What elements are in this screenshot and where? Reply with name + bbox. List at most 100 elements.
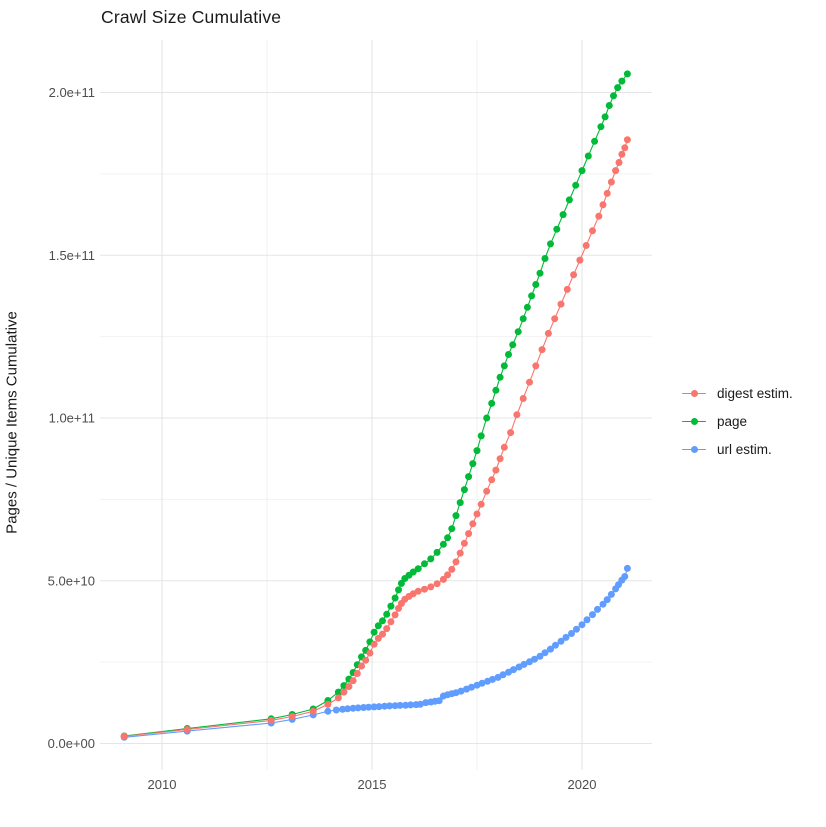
data-point-url-estim bbox=[375, 703, 383, 711]
data-point-page bbox=[379, 617, 386, 625]
data-point-digest-estim bbox=[374, 634, 382, 642]
data-point-digest-estim bbox=[444, 571, 452, 579]
data-point-digest-estim bbox=[615, 159, 623, 166]
data-point-page bbox=[387, 602, 395, 610]
data-point-digest-estim bbox=[623, 136, 631, 144]
data-point-url-estim bbox=[396, 701, 404, 709]
data-point-url-estim bbox=[489, 675, 496, 683]
data-point-url-estim bbox=[583, 616, 591, 624]
data-point-url-estim bbox=[407, 701, 415, 709]
data-point-url-estim bbox=[435, 697, 443, 705]
data-point-digest-estim bbox=[448, 565, 456, 573]
data-point-url-estim bbox=[547, 645, 554, 653]
y-tick-label: 0.0e+00 bbox=[48, 736, 95, 751]
data-point-digest-estim bbox=[519, 395, 527, 402]
data-point-url-estim bbox=[386, 702, 394, 710]
data-point-digest-estim bbox=[618, 150, 626, 158]
data-point-page bbox=[610, 92, 617, 100]
legend-dot-icon bbox=[690, 445, 698, 453]
data-point-digest-estim bbox=[557, 300, 565, 308]
legend-item-page: page bbox=[682, 407, 793, 435]
data-point-url-estim bbox=[354, 704, 362, 712]
data-point-digest-estim bbox=[183, 726, 191, 733]
data-point-page bbox=[488, 399, 496, 407]
data-point-digest-estim bbox=[488, 476, 496, 484]
data-point-digest-estim bbox=[526, 378, 533, 386]
data-point-digest-estim bbox=[120, 732, 128, 740]
data-point-digest-estim bbox=[544, 329, 552, 337]
data-point-page bbox=[505, 351, 512, 358]
data-point-page bbox=[591, 137, 599, 145]
data-point-page bbox=[409, 568, 417, 576]
data-point-digest-estim bbox=[621, 144, 629, 152]
data-point-page bbox=[597, 123, 605, 131]
data-point-url-estim bbox=[324, 707, 332, 715]
data-point-url-estim bbox=[599, 600, 607, 608]
data-point-page bbox=[456, 499, 464, 507]
legend-label: page bbox=[717, 413, 748, 429]
legend: digest estim. page url estim. bbox=[682, 379, 793, 463]
y-tick-label: 5.0e+10 bbox=[48, 573, 95, 588]
data-point-page bbox=[618, 77, 626, 85]
data-point-page bbox=[565, 196, 573, 204]
data-point-page bbox=[553, 225, 561, 233]
y-axis-title: Pages / Unique Items Cumulative bbox=[3, 311, 21, 534]
data-point-page bbox=[509, 341, 517, 349]
data-point-page bbox=[477, 432, 485, 440]
data-point-digest-estim bbox=[603, 189, 611, 197]
legend-item-url-estim: url estim. bbox=[682, 435, 793, 463]
data-point-digest-estim bbox=[427, 583, 435, 591]
data-point-url-estim bbox=[360, 704, 368, 711]
data-point-url-estim bbox=[391, 702, 399, 710]
data-point-page bbox=[414, 565, 422, 573]
data-point-digest-estim bbox=[366, 649, 374, 657]
legend-label: url estim. bbox=[717, 441, 772, 457]
data-point-digest-estim bbox=[324, 700, 332, 708]
data-point-url-estim bbox=[332, 706, 340, 714]
data-point-url-estim bbox=[568, 630, 575, 637]
data-point-digest-estim bbox=[500, 443, 508, 451]
data-point-page bbox=[421, 560, 428, 568]
data-point-page bbox=[452, 512, 460, 520]
data-point-digest-estim bbox=[589, 227, 596, 235]
data-point-page bbox=[383, 610, 391, 618]
data-point-page bbox=[370, 628, 378, 636]
data-point-url-estim bbox=[349, 704, 357, 712]
data-point-digest-estim bbox=[288, 713, 296, 720]
data-point-digest-estim bbox=[379, 630, 386, 638]
data-point-digest-estim bbox=[414, 587, 422, 595]
data-point-url-estim bbox=[478, 679, 486, 687]
data-point-url-estim bbox=[365, 703, 373, 711]
data-point-page bbox=[397, 579, 405, 587]
legend-item-digest-estim: digest estim. bbox=[682, 379, 793, 407]
data-point-page bbox=[469, 460, 477, 468]
data-point-page bbox=[614, 84, 622, 92]
data-point-url-estim bbox=[370, 703, 378, 711]
data-point-url-estim bbox=[623, 564, 631, 572]
data-point-page bbox=[601, 113, 609, 121]
x-tick-label: 2010 bbox=[148, 777, 177, 792]
data-point-digest-estim bbox=[340, 688, 348, 696]
data-point-digest-estim bbox=[465, 530, 473, 538]
data-point-page bbox=[559, 211, 567, 219]
data-point-url-estim bbox=[416, 700, 424, 708]
data-point-page bbox=[605, 102, 613, 109]
data-point-url-estim bbox=[344, 705, 352, 713]
y-tick-label: 1.5e+11 bbox=[49, 248, 95, 263]
data-point-digest-estim bbox=[532, 362, 540, 370]
data-point-page bbox=[584, 152, 592, 160]
data-point-digest-estim bbox=[267, 716, 275, 724]
data-point-url-estim bbox=[541, 649, 549, 657]
data-point-digest-estim bbox=[607, 178, 615, 186]
chart-title: Crawl Size Cumulative bbox=[101, 7, 282, 27]
data-point-digest-estim bbox=[595, 212, 603, 220]
data-point-url-estim bbox=[557, 637, 565, 645]
data-point-page bbox=[391, 594, 399, 602]
data-point-page bbox=[519, 315, 527, 323]
data-point-digest-estim bbox=[309, 707, 317, 715]
legend-label: digest estim. bbox=[717, 385, 793, 401]
x-tick-label: 2020 bbox=[568, 777, 597, 792]
data-point-page bbox=[547, 240, 554, 248]
data-point-page bbox=[460, 486, 468, 494]
